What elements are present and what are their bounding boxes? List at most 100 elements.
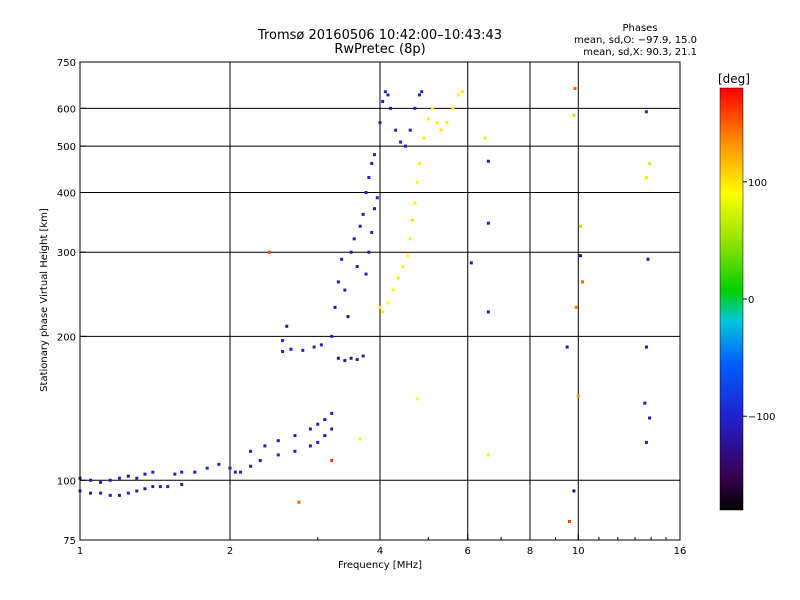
- x-axis-ticks: 1 2 4 6 8 10 16: [77, 534, 687, 557]
- x-tick-label: 6: [465, 546, 471, 557]
- y-axis-ticks: 75 100 200 300 400 500 600 750: [57, 58, 86, 547]
- data-point: [281, 339, 285, 343]
- data-point: [349, 250, 353, 254]
- data-point: [323, 434, 327, 438]
- y-tick-label: 75: [63, 536, 76, 547]
- chart-title-line1: Tromsø 20160506 10:42:00–10:43:43: [257, 28, 502, 43]
- data-point: [108, 478, 112, 482]
- x-tick-label: 16: [674, 546, 687, 557]
- data-point: [126, 491, 130, 495]
- x-axis-label: Frequency [MHz]: [338, 560, 422, 571]
- x-tick-label: 2: [227, 546, 233, 557]
- data-point: [143, 487, 147, 491]
- data-point: [406, 254, 410, 258]
- data-point: [396, 276, 400, 280]
- data-point: [375, 196, 379, 200]
- data-point: [117, 493, 121, 497]
- data-point: [381, 100, 385, 104]
- data-point: [394, 128, 398, 132]
- data-point: [364, 190, 368, 194]
- data-point: [349, 356, 353, 360]
- data-point: [135, 489, 139, 493]
- data-point: [173, 472, 177, 476]
- data-point: [422, 136, 426, 140]
- colorbar-tick-label: −100: [748, 412, 775, 423]
- data-point: [340, 257, 344, 261]
- data-point: [573, 87, 577, 91]
- data-point: [572, 113, 576, 117]
- x-tick-label: 10: [572, 546, 585, 557]
- data-point: [486, 221, 490, 225]
- phase-info-heading: Phases: [622, 23, 657, 34]
- data-point: [316, 422, 320, 426]
- data-point: [486, 159, 490, 163]
- data-point: [576, 394, 580, 398]
- data-point: [408, 237, 412, 241]
- colorbar-label: [deg]: [718, 72, 750, 86]
- data-point: [239, 470, 243, 474]
- data-point: [408, 128, 412, 132]
- data-point: [373, 207, 377, 211]
- data-point: [143, 472, 147, 476]
- data-point: [486, 453, 490, 457]
- data-point: [330, 334, 334, 338]
- data-point: [578, 254, 582, 258]
- data-point: [126, 474, 130, 478]
- data-point: [415, 180, 419, 184]
- data-point: [439, 128, 443, 132]
- data-point: [308, 444, 312, 448]
- data-point: [180, 482, 184, 486]
- data-point: [648, 161, 652, 165]
- data-point: [285, 324, 289, 328]
- data-point: [370, 230, 374, 234]
- data-point: [386, 93, 390, 97]
- data-point: [643, 401, 647, 405]
- data-point: [358, 224, 362, 228]
- data-point: [249, 464, 253, 468]
- data-point: [648, 416, 652, 420]
- data-point: [258, 458, 262, 462]
- data-point: [89, 491, 93, 495]
- y-axis-label: Stationary phase Virtual Height [km]: [39, 208, 50, 392]
- data-point: [135, 476, 139, 480]
- data-point: [117, 476, 121, 480]
- data-point: [166, 485, 170, 489]
- data-point: [158, 485, 162, 489]
- data-point: [413, 106, 417, 110]
- y-tick-label: 600: [57, 104, 76, 115]
- data-point: [399, 140, 403, 144]
- data-point: [249, 449, 253, 453]
- data-point: [312, 345, 316, 349]
- data-point: [228, 466, 232, 470]
- phase-info-line1: mean, sd,O: −97.9, 15.0: [574, 35, 697, 46]
- data-point: [276, 439, 280, 443]
- data-point: [267, 250, 271, 254]
- data-point: [435, 121, 439, 125]
- data-point: [483, 136, 487, 140]
- data-point: [644, 110, 648, 114]
- x-tick-label: 4: [377, 546, 383, 557]
- colorbar-tick-label: 0: [748, 295, 754, 306]
- data-point: [565, 345, 569, 349]
- data-point: [383, 90, 387, 94]
- data-point: [415, 397, 419, 401]
- data-point: [361, 212, 365, 216]
- data-point: [378, 305, 382, 309]
- data-point: [381, 310, 385, 314]
- data-point: [644, 345, 648, 349]
- data-point: [316, 440, 320, 444]
- y-tick-label: 200: [57, 332, 76, 343]
- y-tick-label: 750: [57, 58, 76, 69]
- y-tick-label: 300: [57, 248, 76, 259]
- data-point: [420, 90, 424, 94]
- data-point: [89, 478, 93, 482]
- data-point: [567, 519, 571, 523]
- data-point: [367, 175, 371, 179]
- data-point: [336, 280, 340, 284]
- data-point: [460, 90, 464, 94]
- y-tick-label: 500: [57, 142, 76, 153]
- data-point: [281, 349, 285, 353]
- data-point: [373, 153, 377, 157]
- data-point: [486, 310, 490, 314]
